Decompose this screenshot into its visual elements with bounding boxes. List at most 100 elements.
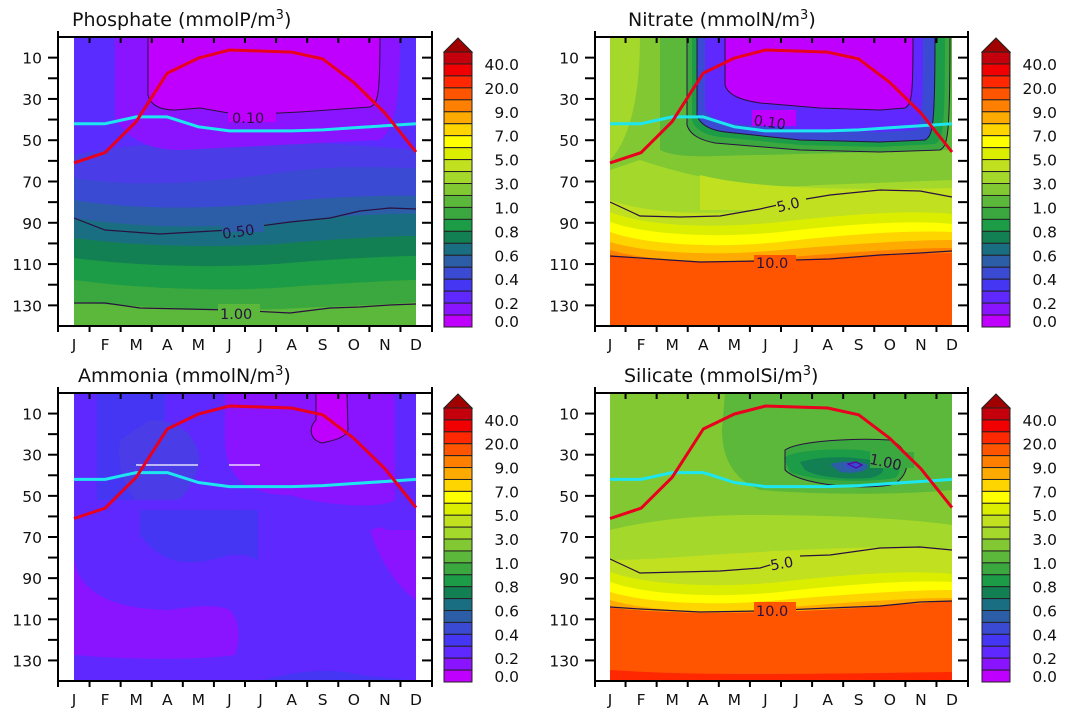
y-tick-label: 30 [559,447,579,465]
colorbar-box [981,419,1011,433]
y-tick-label: 90 [22,215,42,233]
contour-label: 0.10 [753,113,787,133]
x-tick-label: J [762,691,768,709]
colorbar-box [981,550,1011,564]
contour-label-bg [870,452,914,468]
red-line [73,48,418,165]
x-tick-label: D [946,336,958,354]
colorbar-box [443,633,473,647]
colorbar-label: 7.0 [494,128,519,146]
panel-title: Ammonia (mmolN/m3) [78,364,291,387]
colorbar-box [981,633,1011,647]
colorbar-box [443,254,473,268]
colorbar-box [443,218,473,232]
colorbar-box [981,63,1011,77]
colorbar-box [443,574,473,588]
colorbar-label: 0.6 [494,603,519,621]
panel-title: Phosphate (mmolP/m3) [72,8,291,31]
panel-title: Silicate (mmolSi/m3) [624,364,818,387]
colorbar-box [981,431,1011,445]
x-tick-label: J [607,336,613,354]
colorbar-box [981,159,1011,173]
panel-title: Nitrate (mmolN/m3) [628,8,816,31]
x-tick-label: N [915,691,927,709]
y-tick-label: 50 [559,488,579,506]
contour-label-bg [754,602,796,616]
y-tick-label: 130 [549,297,579,315]
y-tick-label: 70 [22,529,42,547]
colorbar-box [443,111,473,125]
colorbar-box [981,183,1011,196]
colorbar-box [443,490,473,504]
red-line [609,404,954,520]
colorbar-label: 0.8 [1032,223,1057,241]
colorbar-box [981,230,1011,244]
colorbar-box [981,218,1011,232]
colorbar-box [981,254,1011,268]
x-tick-label: M [192,336,205,354]
colorbar-box [981,574,1011,588]
colorbar-box [981,502,1011,516]
y-tick-label: 10 [559,406,579,424]
x-tick-label: A [286,336,297,354]
x-tick-label: J [71,691,77,709]
x-tick-label: N [379,691,391,709]
colorbar-box [981,171,1011,185]
colorbar-label: 7.0 [1032,483,1057,501]
colorbar-box [981,99,1011,113]
x-tick-label: A [822,336,833,354]
colorbar-box [443,586,473,600]
colorbar-box [443,502,473,516]
red-line [609,48,954,165]
y-tick-label: 30 [559,91,579,109]
colorbar-box [981,621,1011,635]
colorbar-extend-arrow [442,37,474,53]
y-tick-label: 110 [12,256,42,274]
contour-label: 0.10 [232,111,264,127]
y-tick-label: 10 [22,50,42,68]
x-tick-label: O [884,336,896,354]
colorbar-box [443,242,473,256]
contour-label: 10.0 [756,256,788,272]
colorbar-box [981,111,1011,125]
x-tick-label: F [637,336,646,354]
y-tick-label: 30 [22,91,42,109]
panel-nitrate: Nitrate (mmolN/m3) 0 [549,8,1057,354]
colorbar-box [981,75,1011,89]
y-tick-label: 10 [559,50,579,68]
colorbar-box [981,610,1011,623]
x-tick-label: F [101,336,110,354]
colorbar-box [443,669,473,683]
colorbar-box [981,586,1011,600]
colorbar-box [443,87,473,101]
y-tick-label: 90 [559,215,579,233]
colorbar-label: 0.2 [1032,295,1057,313]
x-tick-label: M [192,691,205,709]
contour-fill [74,393,416,681]
y-tick-label: 50 [22,132,42,150]
colorbar-box [443,314,473,328]
colorbar-box [981,314,1011,328]
colorbar-box [981,242,1011,256]
colorbar-box [443,443,473,457]
contour-label-bg [776,192,806,206]
colorbar-box [981,135,1011,149]
contour-label: 5.0 [775,195,801,216]
x-tick-label: J [762,336,768,354]
colorbar-box [443,455,473,469]
colorbar-label: 20.0 [1022,436,1057,454]
x-tick-label: D [410,336,422,354]
colorbar-box [443,514,473,528]
colorbar-label: 1.0 [1032,555,1057,573]
colorbar-box [981,538,1011,552]
colorbar-label: 20.0 [484,436,519,454]
colorbar-box [443,123,473,137]
colorbar-box [981,645,1011,659]
colorbar-label: 3.0 [494,176,519,194]
x-tick-label: J [226,336,232,354]
colorbar-extend-arrow [980,37,1012,53]
colorbar-label: 9.0 [494,104,519,122]
x-tick-label: M [129,336,142,354]
contour-label: 1.00 [220,307,252,323]
colorbar-label: 5.0 [1032,507,1057,525]
